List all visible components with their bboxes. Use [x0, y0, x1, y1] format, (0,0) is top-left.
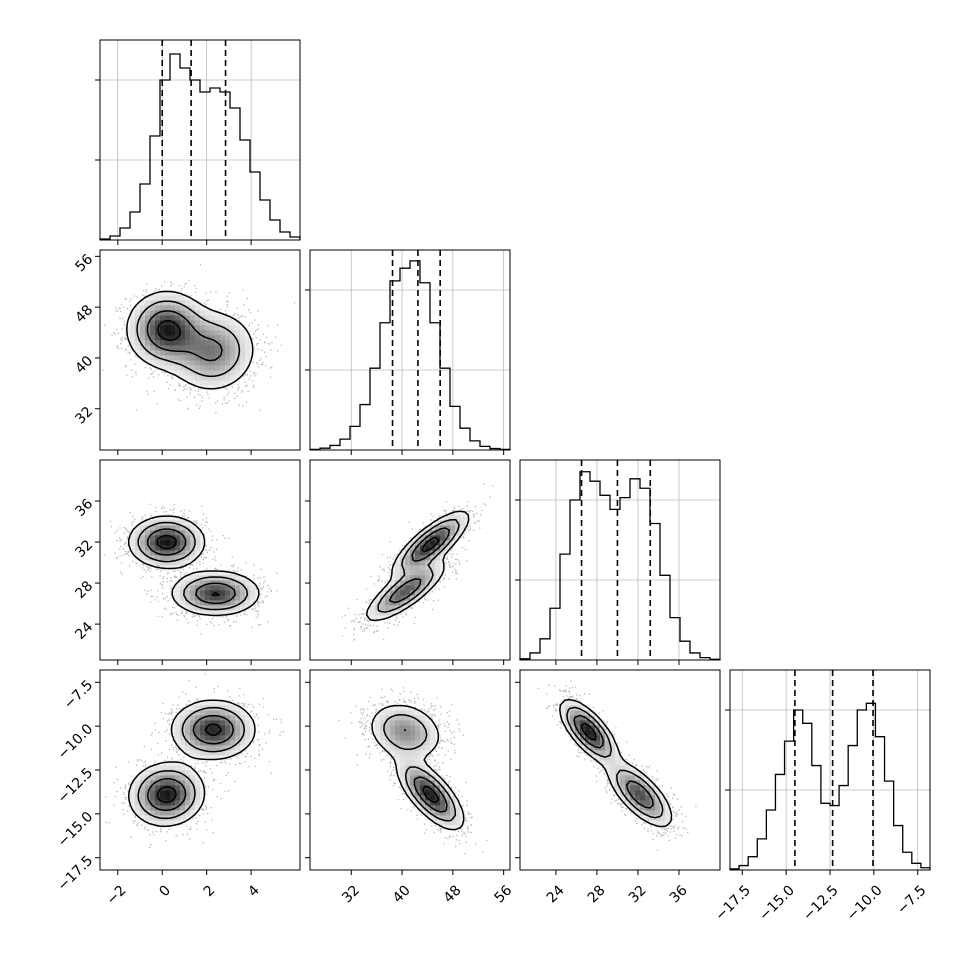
pair-2-3-contour-3 [580, 722, 597, 741]
x-tick-label-2-1: 28 [585, 882, 609, 906]
pair-2-3-contour-1 [566, 706, 664, 819]
pair-1-3-contour-0 [371, 704, 465, 831]
x-tick-label-3-3: −10.0 [844, 882, 886, 924]
hist-2-steps [519, 471, 721, 660]
pair-0-1-contour-2 [146, 310, 223, 362]
x-tick-label-1-1: 40 [390, 882, 414, 906]
pair-2-3-body [537, 680, 697, 851]
x-tick-label-2-0: 24 [544, 882, 568, 906]
pair-0-2-contour-2 [146, 528, 236, 605]
x-tick-label-3-0: −17.5 [712, 882, 754, 924]
pair-0-1-contour-0 [126, 290, 254, 390]
hist-0-frame [99, 39, 301, 241]
y-tick-label-1-1: 40 [72, 353, 96, 377]
y-tick-label-3-3: −10.0 [55, 721, 97, 763]
pair-2-3-density [560, 700, 671, 826]
x-tick-label-3-4: −7.5 [894, 882, 929, 917]
pair-0-3-contour-1 [137, 706, 246, 820]
x-tick-label-3-2: −12.5 [800, 882, 842, 924]
hist-panel-2 [515, 459, 721, 665]
y-tick-label-2-3: 36 [72, 496, 96, 520]
y-tick-label-3-0: −17.5 [55, 853, 97, 895]
y-tick-label-2-0: 24 [72, 619, 96, 643]
pair-2-3-contour-0 [559, 698, 673, 828]
pair-1-2-body [341, 483, 494, 641]
x-tick-label-0-1: 0 [156, 882, 174, 900]
pair-panel-0-3: −2 0 2 4 −17.5−15.0−12.5−10.0 −7.5 [55, 669, 301, 908]
pair-panel-0-2: 24 28 32 36 [72, 459, 301, 665]
pair-panel-1-3: 32 40 48 56 [305, 669, 515, 906]
pair-0-3-samples [105, 673, 285, 849]
y-tick-label-1-3: 56 [72, 251, 96, 275]
y-tick-label-3-1: −15.0 [55, 809, 97, 851]
pair-0-3-density [130, 700, 256, 826]
pair-1-2-frame [309, 459, 511, 661]
y-tick-label-1-0: 32 [72, 404, 96, 428]
y-tick-label-1-2: 48 [72, 302, 96, 326]
y-tick-label-3-2: −12.5 [55, 765, 97, 807]
pair-1-2-density [365, 510, 471, 621]
pair-0-1-body [102, 264, 296, 414]
x-tick-label-2-3: 36 [667, 882, 691, 906]
pair-1-2-contour-1 [377, 518, 460, 613]
pair-0-3-contour-0 [127, 699, 256, 828]
x-tick-label-3-1: −15.0 [756, 882, 798, 924]
y-tick-label-3-4: −7.5 [61, 677, 96, 712]
hist-2-frame [519, 459, 721, 661]
pair-panel-0-1: 32 40 48 56 [72, 249, 301, 455]
pair-1-3-contour-2 [403, 729, 448, 813]
pair-panel-2-3: 24 28 32 36 [515, 669, 721, 906]
pair-1-3-contour-1 [383, 713, 457, 822]
hist-1-steps [309, 260, 511, 451]
pair-0-2-frame [99, 459, 301, 661]
pair-0-2-contour-1 [137, 521, 249, 611]
pair-0-1-frame [99, 249, 301, 451]
pair-panel-1-2 [305, 459, 511, 665]
x-tick-label-0-3: 4 [245, 882, 263, 900]
hist-0-steps [99, 53, 301, 240]
pair-0-2-contour-0 [127, 515, 260, 617]
pair-2-3-contour-2 [573, 714, 654, 809]
pair-0-1-contour-1 [136, 300, 241, 378]
hist-panel-1 [305, 249, 511, 455]
x-tick-label-0-0: −2 [104, 882, 130, 908]
x-tick-label-0-2: 2 [201, 882, 219, 900]
pair-1-2-contour-0 [365, 510, 470, 622]
y-tick-label-2-1: 28 [72, 578, 96, 602]
pair-0-3-contour-2 [146, 714, 235, 812]
hist-3-steps [729, 702, 931, 870]
y-tick-label-2-2: 32 [72, 537, 96, 561]
hist-panel-3: −17.5 −15.0 −12.5 −10.0 −7.5 [712, 669, 931, 924]
pair-0-3-body [105, 673, 285, 849]
pair-1-2-contour-3 [421, 536, 440, 553]
x-tick-label-2-2: 32 [626, 882, 650, 906]
x-tick-label-1-0: 32 [339, 882, 363, 906]
pair-0-2-body [103, 503, 278, 635]
hist-panel-0 [95, 39, 301, 245]
x-tick-label-1-2: 48 [441, 882, 465, 906]
pair-0-3-contour-3 [156, 723, 222, 803]
pair-0-2-contour-3 [156, 534, 220, 597]
pair-1-3-body [338, 687, 488, 855]
pair-1-2-contour-2 [388, 527, 451, 604]
pair-0-1-density [125, 290, 256, 391]
pair-1-3-contour-3 [422, 785, 440, 804]
hist-1-frame [309, 249, 511, 451]
pair-0-1-contour-3 [157, 320, 181, 342]
x-tick-label-1-3: 56 [491, 882, 515, 906]
